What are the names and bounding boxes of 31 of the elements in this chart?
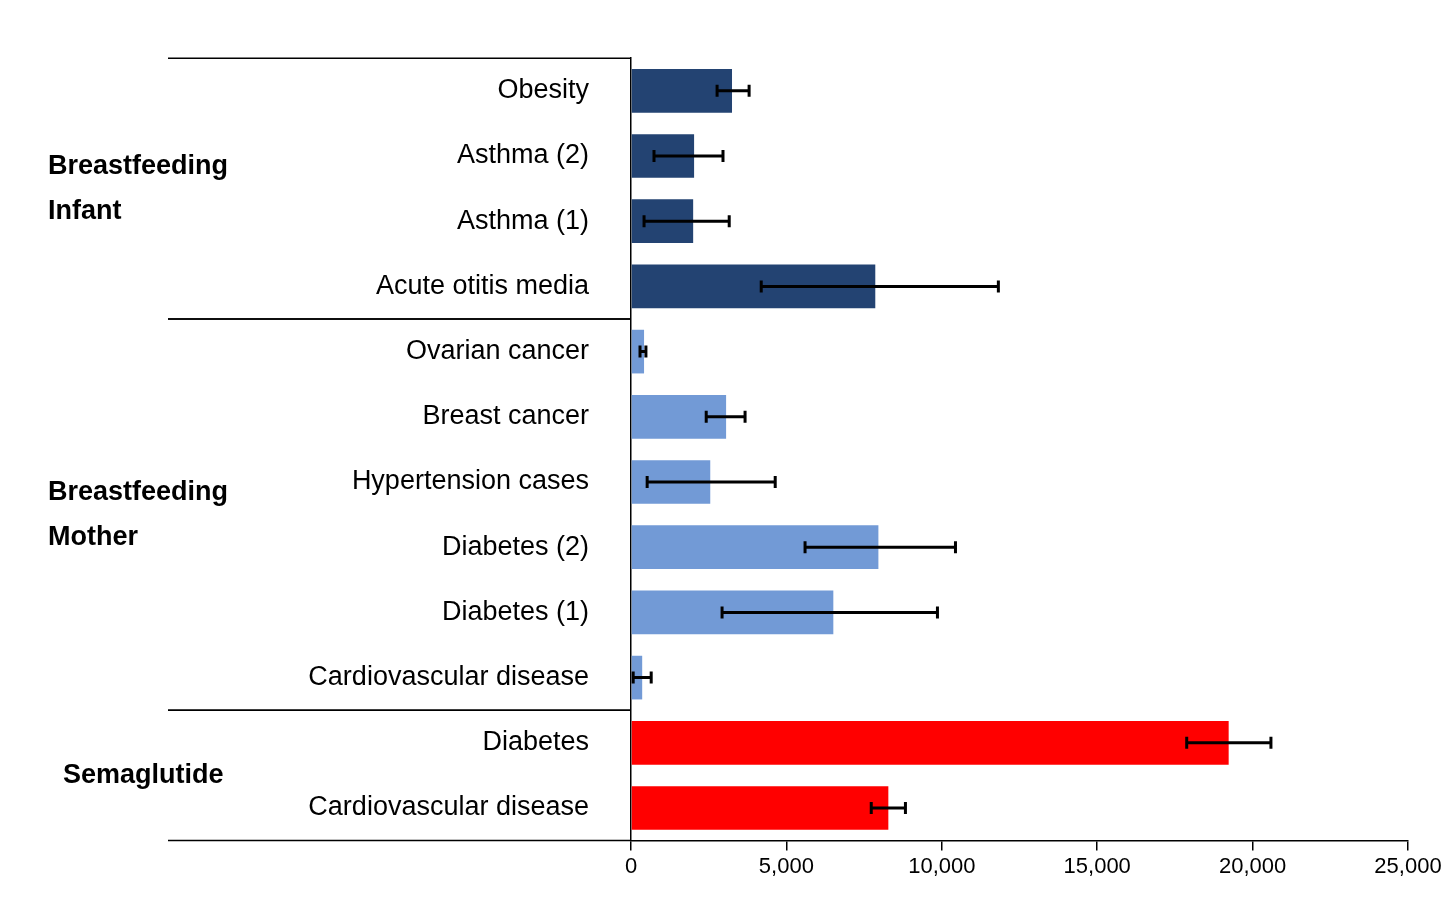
y-tick-label: Acute otitis media — [375, 269, 590, 300]
bar — [631, 590, 834, 635]
y-tick-label: Asthma (2) — [456, 139, 589, 170]
bar — [631, 394, 727, 439]
bar — [631, 460, 711, 504]
bar — [631, 525, 879, 570]
x-tick-label: 10,000 — [908, 852, 976, 878]
y-tick-label: Diabetes (1) — [441, 595, 589, 626]
bar — [631, 68, 733, 113]
y-tick-label: Obesity — [497, 74, 590, 105]
x-tick-label: 0 — [624, 852, 638, 878]
x-tick-label: 20,000 — [1218, 852, 1287, 878]
x-tick-label: 5,000 — [758, 852, 814, 878]
bar — [631, 786, 889, 830]
y-tick-label: Diabetes (2) — [441, 530, 589, 561]
y-tick-label: Ovarian cancer — [405, 335, 589, 366]
bar — [631, 199, 694, 244]
text: Semaglutide — [63, 758, 224, 789]
y-tick-label: Cardiovascular disease — [308, 791, 589, 822]
y-tick-label: Asthma (1) — [456, 204, 589, 235]
x-tick-label: 15,000 — [1063, 852, 1131, 878]
y-tick-label: Hypertension cases — [351, 465, 589, 496]
x-tick-label: 25,000 — [1374, 852, 1442, 878]
text: Breastfeeding Mother — [48, 475, 229, 551]
y-tick-label: Diabetes — [482, 726, 589, 757]
y-tick-label: Cardiovascular disease — [308, 661, 589, 692]
bar — [631, 264, 876, 309]
bar — [631, 134, 695, 178]
text: Breastfeeding Infant — [48, 149, 229, 225]
y-tick-label: Breast cancer — [422, 400, 590, 431]
bar — [631, 720, 1229, 765]
